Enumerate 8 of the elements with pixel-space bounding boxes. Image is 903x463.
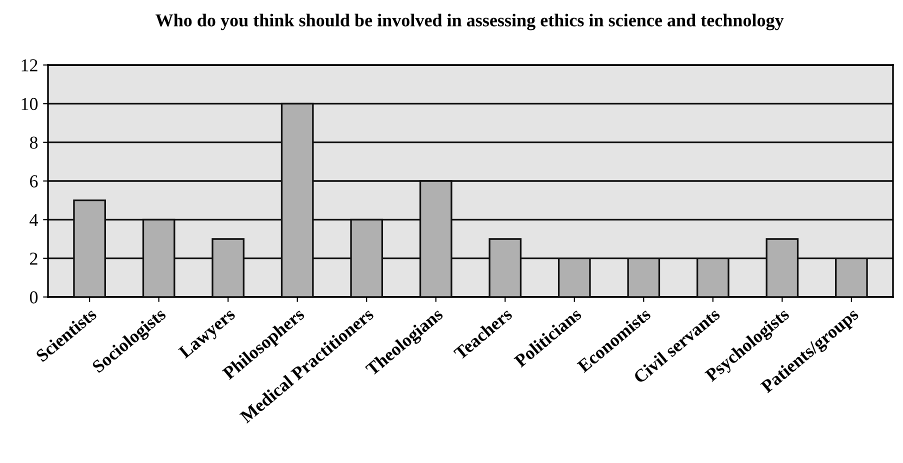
y-tick-label: 12 [22, 59, 38, 72]
y-tick-label: 6 [30, 175, 38, 188]
y-tick-label: 8 [30, 136, 38, 149]
y-tick-label: 4 [30, 214, 38, 226]
chart-title: Who do you think should be involved in assessing ethics in science and technology [156, 14, 784, 30]
y-tick-label: 0 [30, 291, 38, 304]
y-tick-label: 10 [22, 98, 38, 110]
y-tick-label: 2 [30, 252, 38, 265]
